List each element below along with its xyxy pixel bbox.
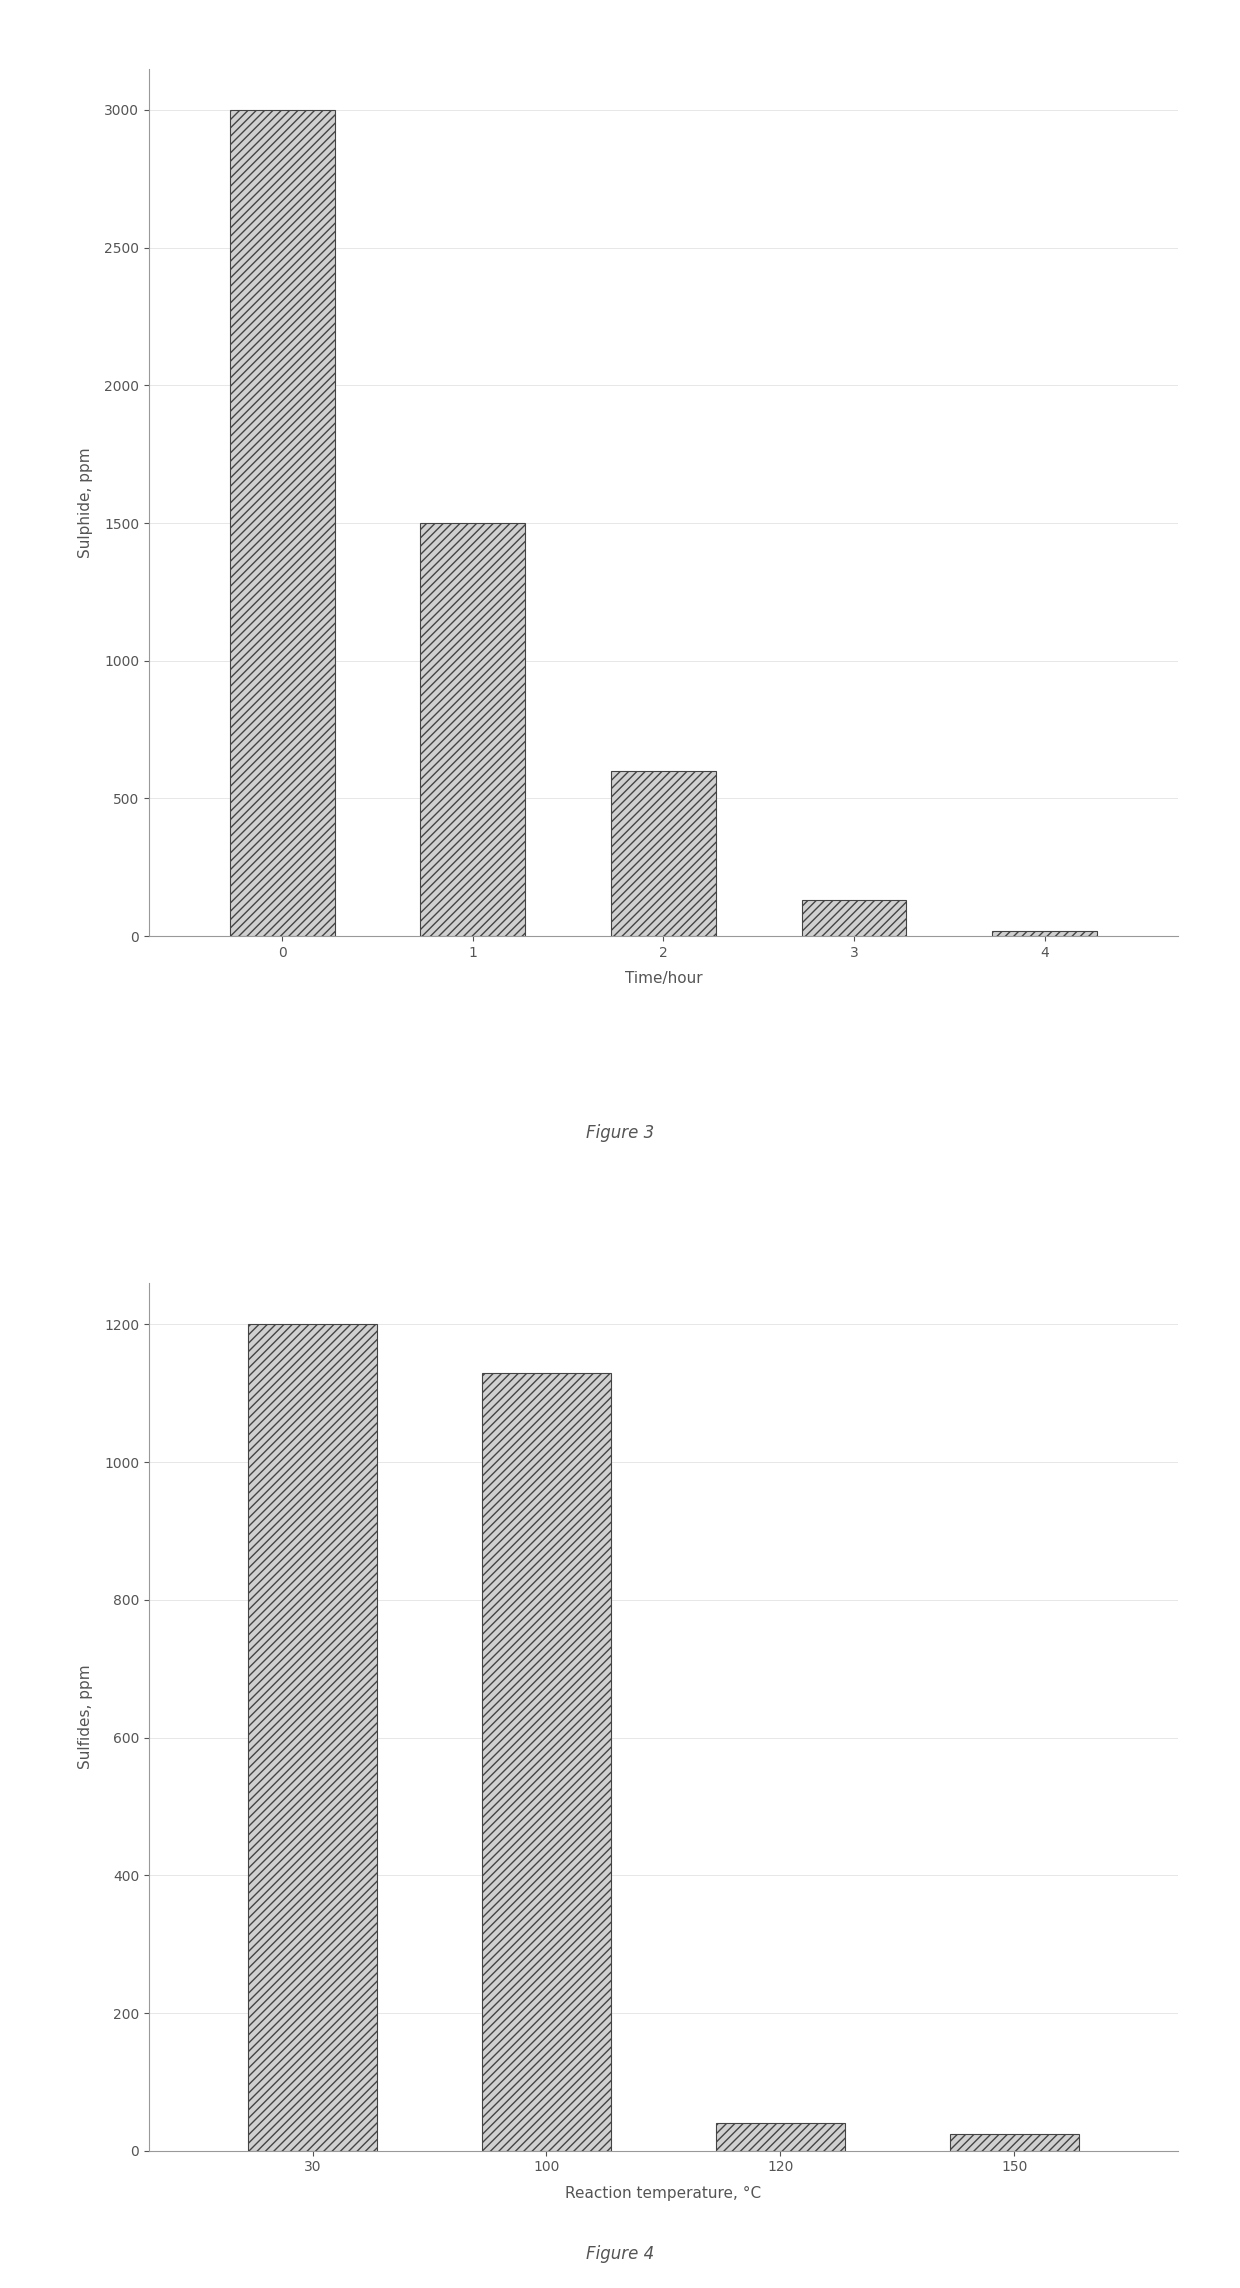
X-axis label: Time/hour: Time/hour [625, 970, 702, 986]
Text: Figure 3: Figure 3 [585, 1123, 655, 1142]
Bar [420, 524, 526, 936]
Text: Figure 4: Figure 4 [585, 2245, 655, 2263]
Bar [229, 110, 335, 936]
Bar [248, 1325, 377, 2151]
Bar [611, 771, 715, 936]
Bar [950, 2132, 1079, 2151]
Bar [715, 2123, 844, 2151]
Y-axis label: Sulphide, ppm: Sulphide, ppm [78, 446, 93, 558]
Bar [992, 931, 1097, 936]
Bar [482, 1373, 611, 2151]
X-axis label: Reaction temperature, °C: Reaction temperature, °C [565, 2185, 761, 2201]
Bar [801, 901, 906, 936]
Y-axis label: Sulfides, ppm: Sulfides, ppm [78, 1666, 93, 1769]
